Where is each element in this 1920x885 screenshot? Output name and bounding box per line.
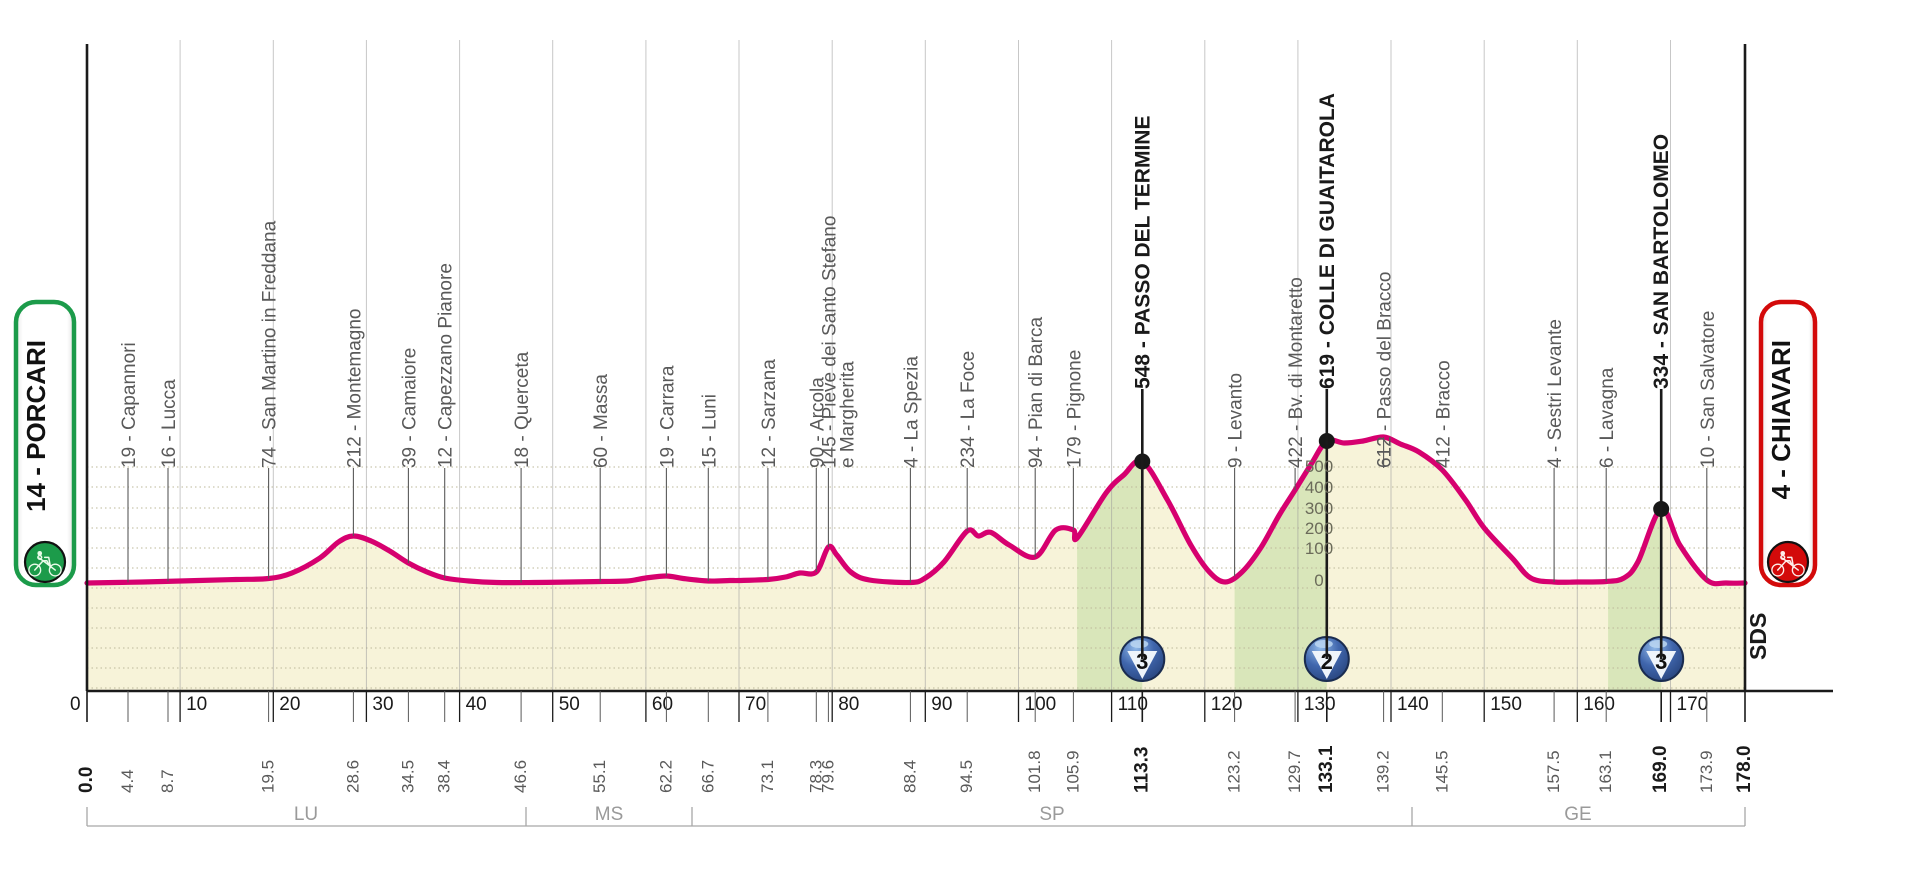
svg-text:100: 100: [1025, 694, 1057, 715]
svg-text:110: 110: [1118, 694, 1148, 715]
svg-text:46.6: 46.6: [511, 760, 530, 793]
svg-text:4 - CHIAVARI: 4 - CHIAVARI: [1766, 340, 1796, 499]
svg-text:140: 140: [1397, 694, 1429, 715]
svg-text:90: 90: [931, 694, 952, 715]
svg-text:123.2: 123.2: [1225, 750, 1244, 793]
svg-text:0: 0: [70, 694, 81, 715]
svg-text:SP: SP: [1039, 804, 1064, 825]
svg-text:38.4: 38.4: [435, 760, 454, 793]
svg-text:LU: LU: [294, 804, 318, 825]
svg-text:422 - Bv. di Montaretto: 422 - Bv. di Montaretto: [1286, 277, 1307, 468]
svg-text:0: 0: [1314, 571, 1323, 590]
svg-text:9 - Levanto: 9 - Levanto: [1226, 373, 1247, 468]
svg-text:MS: MS: [595, 804, 624, 825]
svg-text:169.0: 169.0: [1650, 745, 1671, 793]
svg-text:170: 170: [1677, 694, 1709, 715]
svg-text:50: 50: [559, 694, 580, 715]
svg-text:145.5: 145.5: [1432, 750, 1451, 793]
svg-text:105.9: 105.9: [1063, 750, 1082, 793]
svg-text:e Margherita: e Margherita: [837, 361, 858, 468]
svg-text:88.4: 88.4: [900, 760, 919, 793]
svg-text:4.4: 4.4: [118, 769, 137, 793]
svg-text:12 - Sarzana: 12 - Sarzana: [759, 359, 780, 468]
svg-text:16 - Lucca: 16 - Lucca: [159, 379, 180, 468]
svg-text:10: 10: [186, 694, 207, 715]
svg-text:74 - San Martino in Freddana: 74 - San Martino in Freddana: [260, 220, 281, 468]
svg-text:234 - La Foce: 234 - La Foce: [958, 351, 979, 468]
svg-text:66.7: 66.7: [698, 760, 717, 793]
svg-text:SDS: SDS: [1745, 613, 1771, 660]
svg-text:179 - Pignone: 179 - Pignone: [1064, 350, 1085, 468]
svg-text:400: 400: [1305, 478, 1333, 497]
svg-text:163.1: 163.1: [1596, 750, 1615, 793]
svg-text:12 - Capezzano Pianore: 12 - Capezzano Pianore: [436, 263, 457, 468]
svg-text:19.5: 19.5: [259, 760, 278, 793]
svg-text:18 - Querceta: 18 - Querceta: [512, 351, 533, 468]
svg-text:79.6: 79.6: [818, 760, 837, 793]
svg-text:619 - COLLE DI GUAITAROLA: 619 - COLLE DI GUAITAROLA: [1316, 93, 1339, 389]
svg-text:101.8: 101.8: [1025, 750, 1044, 793]
svg-text:14 - PORCARI: 14 - PORCARI: [21, 340, 51, 512]
svg-text:60: 60: [652, 694, 673, 715]
svg-text:157.5: 157.5: [1544, 750, 1563, 793]
svg-text:80: 80: [838, 694, 859, 715]
svg-text:6 - Lavagna: 6 - Lavagna: [1597, 367, 1618, 468]
svg-text:73.1: 73.1: [758, 760, 777, 793]
svg-text:139.2: 139.2: [1374, 750, 1393, 793]
svg-text:334 - SAN BARTOLOMEO: 334 - SAN BARTOLOMEO: [1650, 134, 1673, 389]
svg-text:130: 130: [1304, 694, 1336, 715]
svg-text:160: 160: [1583, 694, 1615, 715]
svg-text:173.9: 173.9: [1697, 750, 1716, 793]
svg-text:30: 30: [372, 694, 393, 715]
svg-text:10 - San Salvatore: 10 - San Salvatore: [1698, 311, 1719, 468]
svg-text:19 - Capannori: 19 - Capannori: [119, 342, 140, 468]
svg-text:28.6: 28.6: [343, 760, 362, 793]
svg-text:70: 70: [745, 694, 766, 715]
svg-text:4 - Sestri Levante: 4 - Sestri Levante: [1545, 319, 1566, 468]
svg-text:200: 200: [1305, 519, 1333, 538]
svg-text:178.0: 178.0: [1734, 745, 1755, 793]
svg-text:129.7: 129.7: [1285, 750, 1304, 793]
svg-text:8.7: 8.7: [158, 769, 177, 793]
svg-text:15 - Luni: 15 - Luni: [699, 394, 720, 468]
svg-text:40: 40: [466, 694, 487, 715]
svg-text:113.3: 113.3: [1131, 747, 1152, 794]
svg-text:94 - Pian di Barca: 94 - Pian di Barca: [1026, 317, 1047, 468]
svg-text:20: 20: [279, 694, 300, 715]
svg-text:150: 150: [1490, 694, 1522, 715]
svg-text:0.0: 0.0: [76, 767, 97, 793]
svg-text:612 - Passo del Bracco: 612 - Passo del Bracco: [1375, 272, 1396, 468]
svg-text:60 - Massa: 60 - Massa: [591, 374, 612, 468]
svg-text:100: 100: [1305, 539, 1333, 558]
svg-text:62.2: 62.2: [656, 760, 675, 793]
svg-text:212 - Montemagno: 212 - Montemagno: [344, 308, 365, 468]
svg-text:548 - PASSO DEL TERMINE: 548 - PASSO DEL TERMINE: [1131, 116, 1154, 389]
svg-text:19 - Carrara: 19 - Carrara: [657, 365, 678, 468]
svg-text:133.1: 133.1: [1316, 745, 1337, 793]
svg-text:300: 300: [1305, 499, 1333, 518]
svg-text:500: 500: [1305, 457, 1333, 476]
svg-text:34.5: 34.5: [398, 760, 417, 793]
svg-text:55.1: 55.1: [590, 760, 609, 793]
svg-text:120: 120: [1211, 694, 1243, 715]
svg-text:GE: GE: [1564, 804, 1591, 825]
svg-text:94.5: 94.5: [957, 760, 976, 793]
svg-text:39 - Camaiore: 39 - Camaiore: [399, 348, 420, 468]
svg-text:4 - La Spezia: 4 - La Spezia: [901, 356, 922, 468]
svg-text:412 - Bracco: 412 - Bracco: [1433, 360, 1454, 468]
